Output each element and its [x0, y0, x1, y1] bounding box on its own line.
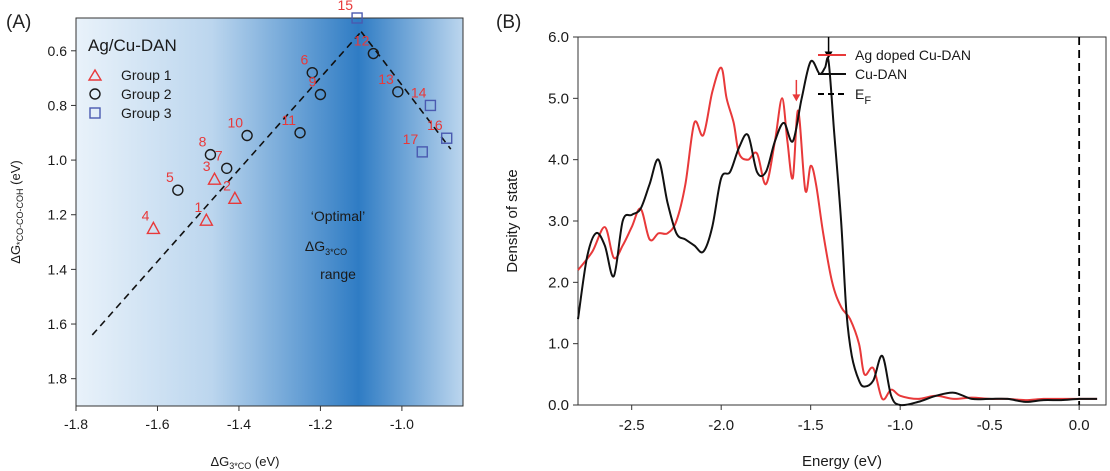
y-tick-label-a: 1.4 [48, 261, 68, 277]
x-axis-label-b: Energy (eV) [802, 453, 882, 470]
triangle-marker-point-1 [199, 212, 214, 226]
x-tick-label-a: -1.6 [145, 416, 169, 432]
legend-marker-group-1 [87, 68, 103, 81]
cu-dan-line [577, 56, 1098, 407]
point-label-11: 11 [282, 112, 297, 128]
legend-label-group-3: Group 3 [121, 105, 172, 121]
point-label-14: 14 [411, 84, 427, 100]
panel-b-label: (B) [496, 12, 521, 33]
legend-label-cu-dan: Cu-DAN [855, 66, 907, 82]
y-tick-label-a: 0.8 [48, 97, 68, 113]
panel-a-label: (A) [6, 12, 31, 33]
panel-a: (A) -1.8 -1.6 -1.4 -1.2 -1.0 0.6 0.8 1.0 1.2 1.4 1… [6, 0, 464, 471]
point-label-5: 5 [166, 169, 174, 185]
point-label-7: 7 [215, 147, 223, 163]
x-tick-label-a: -1.8 [64, 416, 88, 432]
legend-label-group-1: Group 1 [121, 67, 172, 83]
y-tick-label-b: 5.0 [548, 90, 569, 107]
y-tick-label-a: 1.0 [48, 152, 68, 168]
y-axis-label-b: Density of state [504, 169, 521, 272]
circle-marker-point-5 [172, 184, 184, 196]
legend-marker-group-3 [89, 107, 101, 119]
circle-marker-point-7 [221, 162, 233, 174]
point-label-12: 12 [354, 33, 370, 49]
legend-b: Ag doped Cu-DAN Cu-DAN EF [818, 47, 971, 107]
plot-area-a [75, 17, 464, 407]
chart-a-title: Ag/Cu-DAN [88, 36, 177, 55]
triangle-marker-point-4 [146, 220, 161, 235]
dos-lines-b [577, 37, 1098, 407]
axis-ticks-b: -2.5 -2.0 -1.5 -1.0 -0.5 0.0 0.0 1.0 2.0 3.0 4.0 5.… [548, 29, 1089, 434]
triangle-marker-point-2 [227, 190, 243, 205]
x-tick-label-a: -1.0 [390, 416, 414, 432]
point-label-15: 15 [338, 0, 354, 13]
y-tick-label-b: 3.0 [548, 213, 569, 230]
legend-label-fermi: EF [855, 86, 871, 107]
circle-marker-point-11 [294, 127, 306, 139]
circle-marker-point-6 [306, 66, 318, 79]
trend-line [91, 31, 362, 336]
legend-label-ag-doped: Ag doped Cu-DAN [855, 47, 971, 63]
x-tick-label-b: -0.5 [977, 417, 1003, 434]
point-label-13: 13 [378, 71, 394, 87]
ag-doped-cu-dan-line [577, 66, 1098, 402]
annotation-line-3: range [320, 266, 356, 282]
point-label-16: 16 [427, 117, 443, 133]
x-tick-label-a: -1.4 [227, 416, 251, 432]
trend-lines-a [91, 31, 452, 336]
point-label-17: 17 [403, 131, 419, 147]
x-axis-label-a: ΔG3*CO (eV) [211, 454, 280, 471]
annotation-line-1: ‘Optimal’ [311, 208, 365, 224]
x-tick-label-b: -1.5 [798, 417, 824, 434]
legend-label-group-2: Group 2 [121, 86, 172, 102]
x-tick-label-b: -2.0 [708, 417, 734, 434]
peak-arrow-head-1 [792, 94, 801, 102]
y-tick-label-b: 0.0 [548, 397, 569, 414]
legend-marker-group-2 [89, 88, 101, 100]
x-tick-label-b: 0.0 [1069, 417, 1090, 434]
circle-marker-point-13 [392, 86, 404, 98]
triangle-marker-point-3 [207, 171, 222, 185]
legend-a: Group 1 Group 2 Group 3 [87, 67, 172, 121]
panel-b: (B) -2.5 -2.0 -1.5 -1.0 -0.5 0.0 0.0 1.0 2.0 3.0 4… [496, 12, 1107, 470]
circle-marker-point-8 [204, 148, 217, 161]
square-marker-point-14 [424, 99, 437, 112]
y-axis-label-a: ΔG*CO-CO-COH (eV) [8, 160, 25, 263]
square-marker-point-15 [351, 12, 363, 24]
y-tick-label-a: 0.6 [48, 43, 68, 59]
circle-marker-point-12 [367, 47, 380, 60]
point-label-4: 4 [142, 207, 150, 223]
y-tick-label-a: 1.2 [48, 207, 68, 223]
point-label-6: 6 [300, 52, 308, 68]
x-tick-label-a: -1.2 [308, 416, 332, 432]
point-label-8: 8 [199, 134, 207, 150]
square-marker-point-16 [441, 132, 453, 144]
point-label-9: 9 [309, 74, 317, 90]
annotation-line-2: ΔG3*CO [305, 238, 347, 257]
x-tick-label-b: -1.0 [887, 417, 913, 434]
point-label-3: 3 [203, 158, 211, 174]
y-tick-label-b: 2.0 [548, 274, 569, 291]
square-marker-point-17 [416, 146, 428, 158]
point-label-10: 10 [228, 114, 244, 130]
point-label-2: 2 [223, 177, 231, 193]
point-label-1: 1 [195, 199, 203, 215]
y-tick-label-b: 1.0 [548, 336, 569, 353]
optimal-range-annotation: ‘Optimal’ ΔG3*CO range [305, 208, 365, 282]
y-tick-label-a: 1.8 [48, 371, 68, 387]
y-tick-label-b: 4.0 [548, 152, 569, 169]
y-tick-label-a: 1.6 [48, 316, 68, 332]
axis-ticks-a: -1.8 -1.6 -1.4 -1.2 -1.0 0.6 0.8 1.0 1.2 1.4 1.6 1.… [48, 43, 415, 432]
circle-marker-point-10 [241, 129, 253, 142]
x-tick-label-b: -2.5 [619, 417, 645, 434]
circle-marker-point-9 [314, 88, 327, 101]
trend-line [360, 31, 452, 150]
y-tick-label-b: 6.0 [548, 29, 569, 46]
